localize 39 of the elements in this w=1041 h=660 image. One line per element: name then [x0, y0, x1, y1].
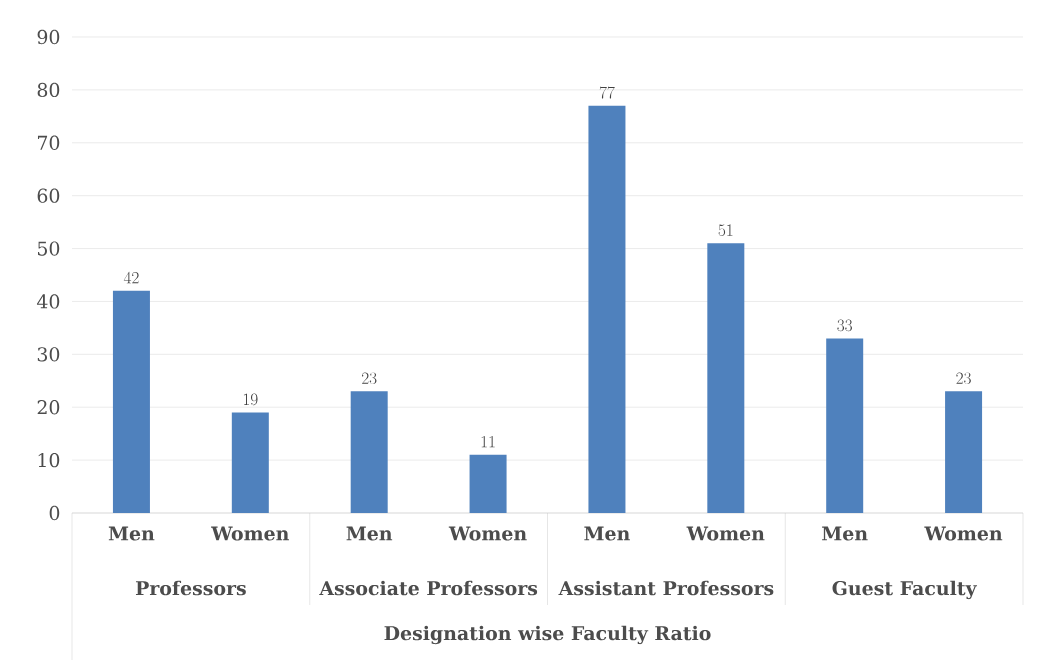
bar	[707, 243, 745, 513]
x-tick-label: Men	[822, 526, 868, 541]
bar	[469, 454, 507, 513]
data-label: 51	[718, 224, 733, 237]
y-tick-label: 60	[37, 188, 60, 203]
data-label: 33	[837, 319, 852, 332]
y-tick-label: 10	[38, 452, 60, 468]
y-tick-label: 40	[36, 294, 60, 309]
y-tick-label: 70	[37, 135, 60, 150]
data-label: 23	[956, 372, 971, 385]
text: Assistant Professors	[558, 580, 774, 596]
y-tick-label: 30	[37, 347, 60, 362]
x-tick-label: Men	[108, 526, 155, 541]
data-label: 11	[481, 435, 495, 448]
y-tick-label: 20	[37, 400, 60, 415]
data-label: 19	[243, 393, 258, 406]
bar	[231, 412, 269, 513]
bar	[826, 338, 864, 513]
bar	[350, 391, 388, 513]
x-tick-label: Women	[211, 526, 289, 541]
x-tick-label: Women	[448, 526, 527, 541]
y-tick-label: 90	[37, 29, 60, 45]
text: Professors	[135, 580, 246, 596]
text: Associate Professors	[319, 580, 538, 596]
bar	[588, 105, 626, 513]
x-tick-label: Men	[346, 526, 393, 541]
y-tick-label: 80	[37, 82, 60, 98]
data-label: 42	[123, 271, 139, 284]
y-tick-label: 50	[38, 241, 60, 256]
bar	[112, 290, 150, 513]
bar	[945, 391, 983, 513]
x-axis-title: Designation wise Faculty Ratio	[384, 625, 711, 645]
text: Guest Faculty	[832, 580, 978, 600]
data-label: 23	[362, 372, 377, 385]
x-tick-label: Men	[584, 526, 630, 541]
x-tick-label: Women	[686, 526, 765, 541]
x-tick-label: Women	[924, 526, 1003, 541]
data-label: 77	[599, 86, 615, 99]
y-tick-label: 0	[49, 505, 60, 521]
